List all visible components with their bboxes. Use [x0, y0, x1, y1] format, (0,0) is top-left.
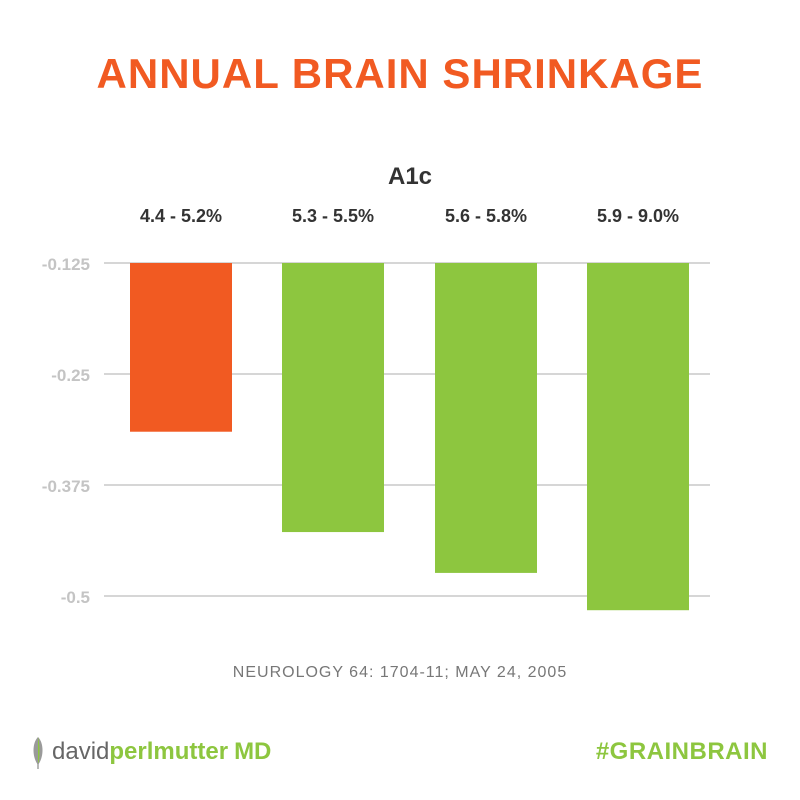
bar — [435, 263, 537, 573]
logo-text-md: MD — [234, 738, 272, 765]
bar — [130, 263, 232, 432]
bar-chart: A1c -0.125 -0.25 -0.375 -0.5 4.4 - 5.2% 5.3 … — [42, 163, 710, 611]
logo-text-david: david — [52, 738, 110, 765]
source-citation: NEUROLOGY 64: 1704-11; MAY 24, 2005 — [232, 664, 568, 681]
y-axis-labels: -0.125 -0.25 -0.375 -0.5 — [42, 255, 90, 607]
bar — [282, 263, 384, 533]
brand-logo[interactable]: davidperlmutter MD — [30, 735, 271, 769]
leaf-logo-icon — [33, 737, 43, 769]
y-tick-label: -0.375 — [42, 477, 90, 496]
bars — [130, 263, 689, 611]
category-label: 5.3 - 5.5% — [292, 206, 374, 226]
category-labels: 4.4 - 5.2% 5.3 - 5.5% 5.6 - 5.8% 5.9 - 9.0% — [140, 206, 679, 226]
bar — [587, 263, 689, 611]
logo-text-perlmutter: perlmutter — [109, 738, 229, 765]
hashtag-link[interactable]: #GRAINBRAIN — [595, 738, 768, 765]
chart-title: ANNUAL BRAIN SHRINKAGE — [96, 50, 704, 97]
category-label: 5.6 - 5.8% — [445, 206, 527, 226]
category-label: 4.4 - 5.2% — [140, 206, 222, 226]
y-tick-label: -0.125 — [42, 255, 90, 274]
category-label: 5.9 - 9.0% — [597, 206, 679, 226]
y-tick-label: -0.25 — [51, 366, 90, 385]
group-label: A1c — [388, 163, 432, 190]
y-tick-label: -0.5 — [61, 588, 90, 607]
